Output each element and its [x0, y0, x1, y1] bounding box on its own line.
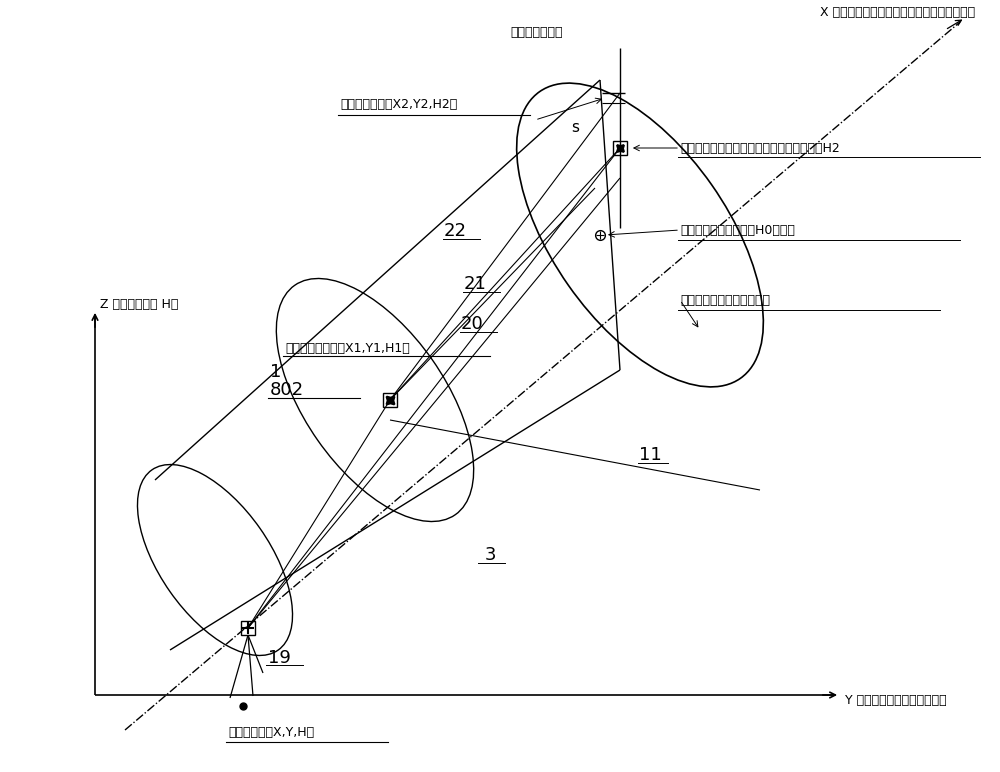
- Text: 隧洞开挖掌子面设计轮廓线: 隧洞开挖掌子面设计轮廓线: [680, 293, 770, 306]
- Text: 3: 3: [484, 546, 496, 564]
- Text: 调整校正坐标（X2,Y2,H2）: 调整校正坐标（X2,Y2,H2）: [340, 99, 457, 111]
- Text: Z 轴（高程系统 H）: Z 轴（高程系统 H）: [100, 299, 178, 311]
- Text: 隧洞轴线基准线: 隧洞轴线基准线: [510, 26, 562, 39]
- Bar: [241, 621, 255, 635]
- Text: 19: 19: [268, 649, 291, 667]
- Text: 20: 20: [461, 315, 483, 333]
- Text: 1: 1: [270, 363, 281, 381]
- Text: 隧洞开挖圆形断面圆心H0及腰线: 隧洞开挖圆形断面圆心H0及腰线: [680, 224, 795, 236]
- Text: 22: 22: [444, 222, 466, 240]
- Text: 802: 802: [270, 381, 304, 399]
- Text: 激光指向仪在掌子面标定的导向点及高层面H2: 激光指向仪在掌子面标定的导向点及高层面H2: [680, 141, 840, 154]
- Bar: [613, 141, 627, 155]
- Bar: [383, 393, 397, 407]
- Text: 测室坐标系（X,Y,H）: 测室坐标系（X,Y,H）: [228, 726, 314, 740]
- Text: X 轴（平面坐标，直线型隧洞中心轴线框号）: X 轴（平面坐标，直线型隧洞中心轴线框号）: [820, 5, 975, 19]
- Text: 21: 21: [464, 275, 486, 293]
- Text: s: s: [571, 120, 579, 136]
- Text: 11: 11: [639, 446, 661, 464]
- Text: 激光指向仪坐标（X1,Y1,H1）: 激光指向仪坐标（X1,Y1,H1）: [285, 341, 410, 354]
- Text: Y 轴（平面坐标，轴线偏差）: Y 轴（平面坐标，轴线偏差）: [845, 693, 947, 706]
